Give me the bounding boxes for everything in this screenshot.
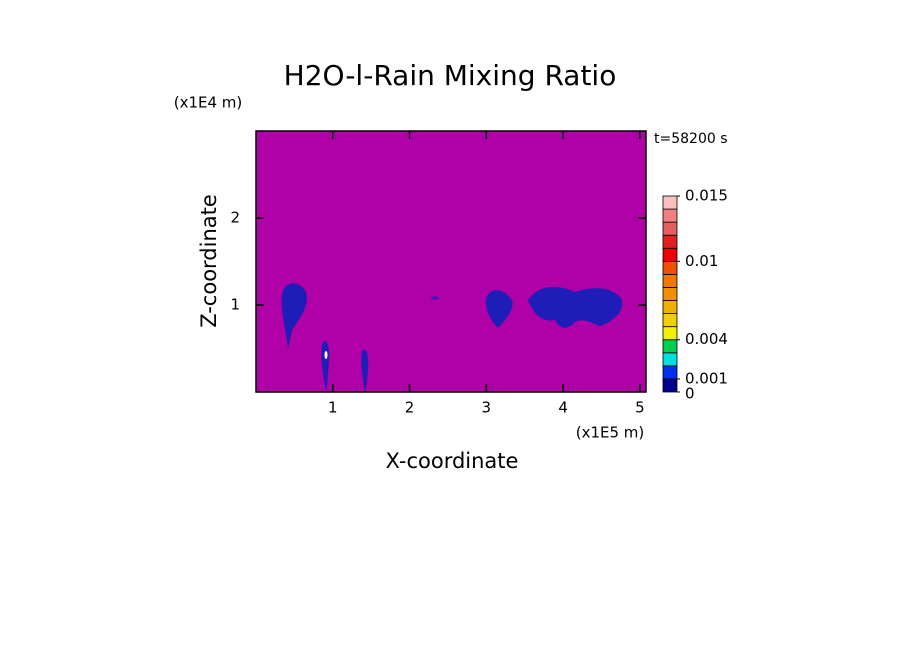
- x-tick-label: 1: [328, 399, 338, 417]
- time-label: t=58200 s: [654, 131, 728, 147]
- colorbar-segment: [662, 352, 678, 367]
- colorbar-segment: [662, 300, 678, 314]
- x-axis-label: X-coordinate: [386, 449, 519, 473]
- plot-frame: [255, 130, 647, 393]
- y-tick-label: 2: [230, 209, 240, 227]
- colorbar-segment: [662, 234, 678, 249]
- colorbar-segment: [662, 273, 678, 288]
- colorbar-segment: [662, 260, 678, 275]
- x-unit: (x1E5 m): [576, 424, 645, 442]
- x-tick-label: 3: [482, 399, 492, 417]
- colorbar-segment: [662, 326, 678, 341]
- y-unit: (x1E4 m): [174, 94, 243, 112]
- x-tick-label: 5: [635, 399, 645, 417]
- y-tick-label: 1: [230, 296, 240, 314]
- colorbar-segment: [662, 287, 678, 301]
- colorbar-segment: [662, 208, 678, 223]
- colorbar-segment: [662, 378, 678, 393]
- colorbar-segment: [662, 221, 678, 236]
- rain-feature: [528, 286, 623, 328]
- colorbar-tick-label: 0.015: [685, 187, 728, 205]
- colorbar-segment: [662, 195, 678, 210]
- colorbar-tick-label: 0: [685, 385, 695, 403]
- x-tick-label: 2: [405, 399, 415, 417]
- colorbar-segment: [662, 365, 678, 380]
- colorbar-segment: [662, 313, 678, 328]
- colorbar-tick-label: 0.004: [685, 330, 728, 348]
- plot-background: [256, 131, 646, 392]
- rain-feature: [281, 283, 307, 348]
- rain-core: [324, 351, 328, 359]
- x-tick-label: 4: [558, 399, 568, 417]
- colorbar-segment: [662, 339, 678, 354]
- chart-title: H2O-l-Rain Mixing Ratio: [284, 59, 617, 92]
- colorbar-tick-label: 0.01: [685, 252, 718, 270]
- rain-feature: [361, 349, 369, 392]
- colorbar-segment: [662, 247, 678, 262]
- colorbar-tick-label: 0.001: [685, 369, 728, 387]
- rain-feature: [485, 290, 513, 328]
- y-axis-label: Z-coordinate: [197, 194, 221, 328]
- rain-feature: [431, 296, 439, 300]
